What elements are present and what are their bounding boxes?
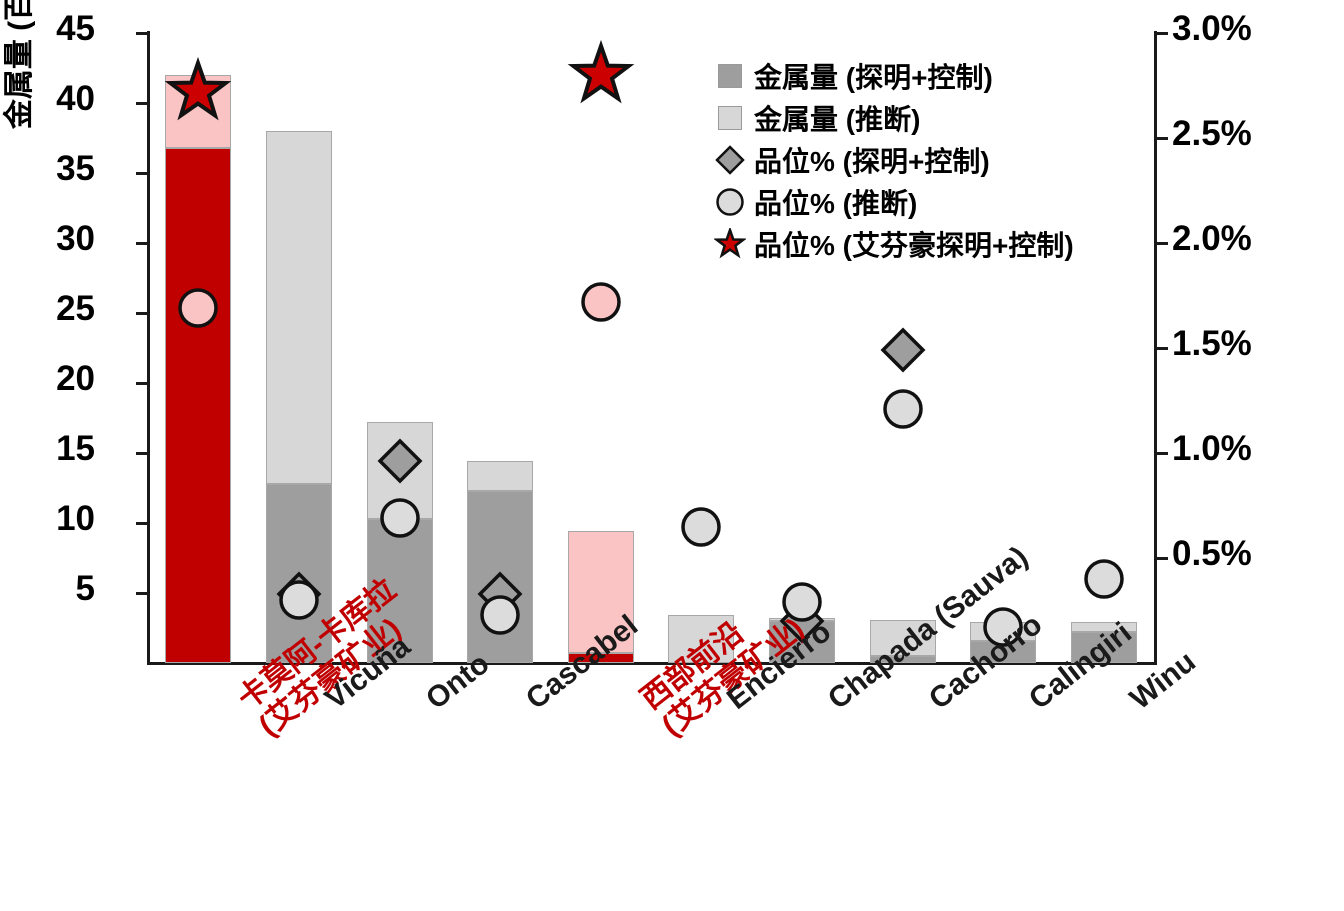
y-tick-right	[1157, 136, 1168, 140]
grade-ivanhoe-star-marker	[567, 39, 635, 107]
legend-item[interactable]: 品位% (艾芬豪探明+控制)	[706, 225, 1126, 262]
legend-circle-icon	[706, 187, 754, 217]
legend-item[interactable]: 品位% (探明+控制)	[706, 141, 1126, 178]
y-axis-left-tick-label: 10	[56, 499, 95, 538]
legend-item[interactable]: 品位% (推断)	[706, 183, 1126, 220]
legend-diamond-icon	[706, 144, 754, 175]
grade-inferred-circle-marker	[781, 581, 823, 623]
y-axis-left-tick-label: 15	[56, 429, 95, 468]
legend-item[interactable]: 金属量 (推断)	[706, 99, 1126, 136]
y-tick-left	[136, 381, 147, 385]
y-axis-left-tick-label: 30	[56, 219, 95, 258]
y-axis-right-tick-label: 2.0%	[1172, 219, 1252, 258]
y-tick-right	[1157, 31, 1168, 35]
legend-item-label: 金属量 (推断)	[754, 103, 921, 135]
legend-square-dark-icon	[706, 63, 754, 88]
y-tick-right	[1157, 451, 1168, 455]
y-tick-left	[136, 241, 147, 245]
legend-item[interactable]: 金属量 (探明+控制)	[706, 57, 1126, 94]
y-tick-right	[1157, 346, 1168, 350]
y-axis-left-tick-label: 40	[56, 79, 95, 118]
y-axis-right-tick-label: 1.0%	[1172, 429, 1252, 468]
grade-measured-diamond-marker	[880, 327, 926, 373]
grade-ivanhoe-star-marker	[164, 56, 232, 124]
y-axis-right-tick-label: 1.5%	[1172, 324, 1252, 363]
bar-segment	[668, 615, 735, 663]
y-axis-left-line	[147, 31, 150, 665]
markers-layer	[148, 33, 1154, 663]
bar-segment	[467, 461, 534, 491]
legend-item-label: 品位% (推断)	[754, 187, 918, 219]
y-axis-right-line	[1154, 31, 1157, 665]
grade-inferred-circle-marker	[177, 287, 219, 329]
bar-segment	[1070, 632, 1137, 663]
bar-segment	[1070, 622, 1137, 633]
y-tick-left	[136, 591, 147, 595]
grade-inferred-circle-marker	[982, 606, 1024, 648]
bar-segment	[567, 653, 634, 663]
y-axis-left-tick-label: 45	[56, 9, 95, 48]
legend-star-icon	[706, 227, 754, 260]
grade-inferred-circle-marker	[379, 497, 421, 539]
y-tick-left	[136, 31, 147, 35]
y-tick-left	[136, 521, 147, 525]
bar-segment	[265, 131, 332, 484]
y-tick-left	[136, 311, 147, 315]
y-tick-left	[136, 101, 147, 105]
y-tick-left	[136, 171, 147, 175]
grade-inferred-circle-marker	[882, 388, 924, 430]
legend-item-label: 金属量 (探明+控制)	[754, 61, 993, 93]
legend-item-label: 品位% (艾芬豪探明+控制)	[754, 229, 1074, 261]
y-tick-right	[1157, 556, 1168, 560]
grade-inferred-circle-marker	[479, 594, 521, 636]
y-axis-left-tick-label: 35	[56, 149, 95, 188]
legend-square-light-icon	[706, 105, 754, 130]
grade-measured-diamond-marker	[377, 438, 423, 484]
x-axis-line	[147, 662, 1157, 665]
legend: 金属量 (探明+控制) 金属量 (推断) 品位% (探明+控制) 品位% (推断) 品位…	[706, 57, 1126, 267]
grade-inferred-circle-marker	[580, 281, 622, 323]
y-tick-left	[136, 451, 147, 455]
y-axis-left-tick-label: 20	[56, 359, 95, 398]
y-axis-right-title: 铜品位 (%)	[1338, 0, 1344, 215]
y-tick-right	[1157, 241, 1168, 245]
bar-segment	[869, 656, 936, 663]
y-axis-right-tick-label: 2.5%	[1172, 114, 1252, 153]
grade-inferred-circle-marker	[680, 506, 722, 548]
y-axis-left-tick-label: 25	[56, 289, 95, 328]
y-axis-right-tick-label: 0.5%	[1172, 534, 1252, 573]
bar-segment	[567, 531, 634, 654]
bar-segment	[869, 619, 936, 656]
grade-inferred-circle-marker	[1083, 558, 1125, 600]
bar-segment	[165, 147, 232, 663]
y-axis-left-tick-label: 5	[75, 569, 95, 608]
y-axis-right-tick-label: 3.0%	[1172, 9, 1252, 48]
legend-item-label: 品位% (探明+控制)	[754, 145, 990, 177]
grade-inferred-circle-marker	[278, 579, 320, 621]
